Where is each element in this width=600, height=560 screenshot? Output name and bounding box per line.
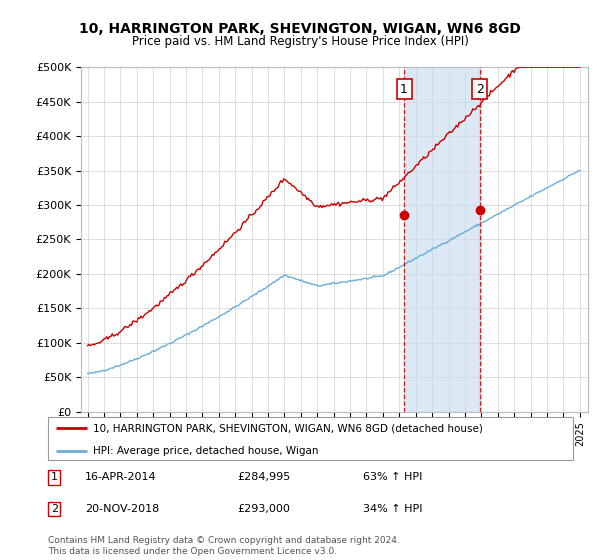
Text: 1: 1 bbox=[400, 83, 408, 96]
Text: HPI: Average price, detached house, Wigan: HPI: Average price, detached house, Wiga… bbox=[92, 446, 318, 456]
Text: £293,000: £293,000 bbox=[237, 504, 290, 514]
Text: 63% ↑ HPI: 63% ↑ HPI bbox=[363, 472, 422, 482]
Text: 34% ↑ HPI: 34% ↑ HPI bbox=[363, 504, 422, 514]
Text: 16-APR-2014: 16-APR-2014 bbox=[85, 472, 157, 482]
FancyBboxPatch shape bbox=[48, 417, 573, 460]
Text: 1: 1 bbox=[51, 472, 58, 482]
Text: 10, HARRINGTON PARK, SHEVINGTON, WIGAN, WN6 8GD: 10, HARRINGTON PARK, SHEVINGTON, WIGAN, … bbox=[79, 22, 521, 36]
Text: 10, HARRINGTON PARK, SHEVINGTON, WIGAN, WN6 8GD (detached house): 10, HARRINGTON PARK, SHEVINGTON, WIGAN, … bbox=[92, 423, 482, 433]
Text: £284,995: £284,995 bbox=[237, 472, 290, 482]
Text: Contains HM Land Registry data © Crown copyright and database right 2024.
This d: Contains HM Land Registry data © Crown c… bbox=[48, 536, 400, 556]
Bar bbox=[404, 67, 480, 412]
Text: 2: 2 bbox=[476, 83, 484, 96]
Text: 20-NOV-2018: 20-NOV-2018 bbox=[85, 504, 159, 514]
Text: 2: 2 bbox=[51, 504, 58, 514]
Text: Price paid vs. HM Land Registry's House Price Index (HPI): Price paid vs. HM Land Registry's House … bbox=[131, 35, 469, 48]
